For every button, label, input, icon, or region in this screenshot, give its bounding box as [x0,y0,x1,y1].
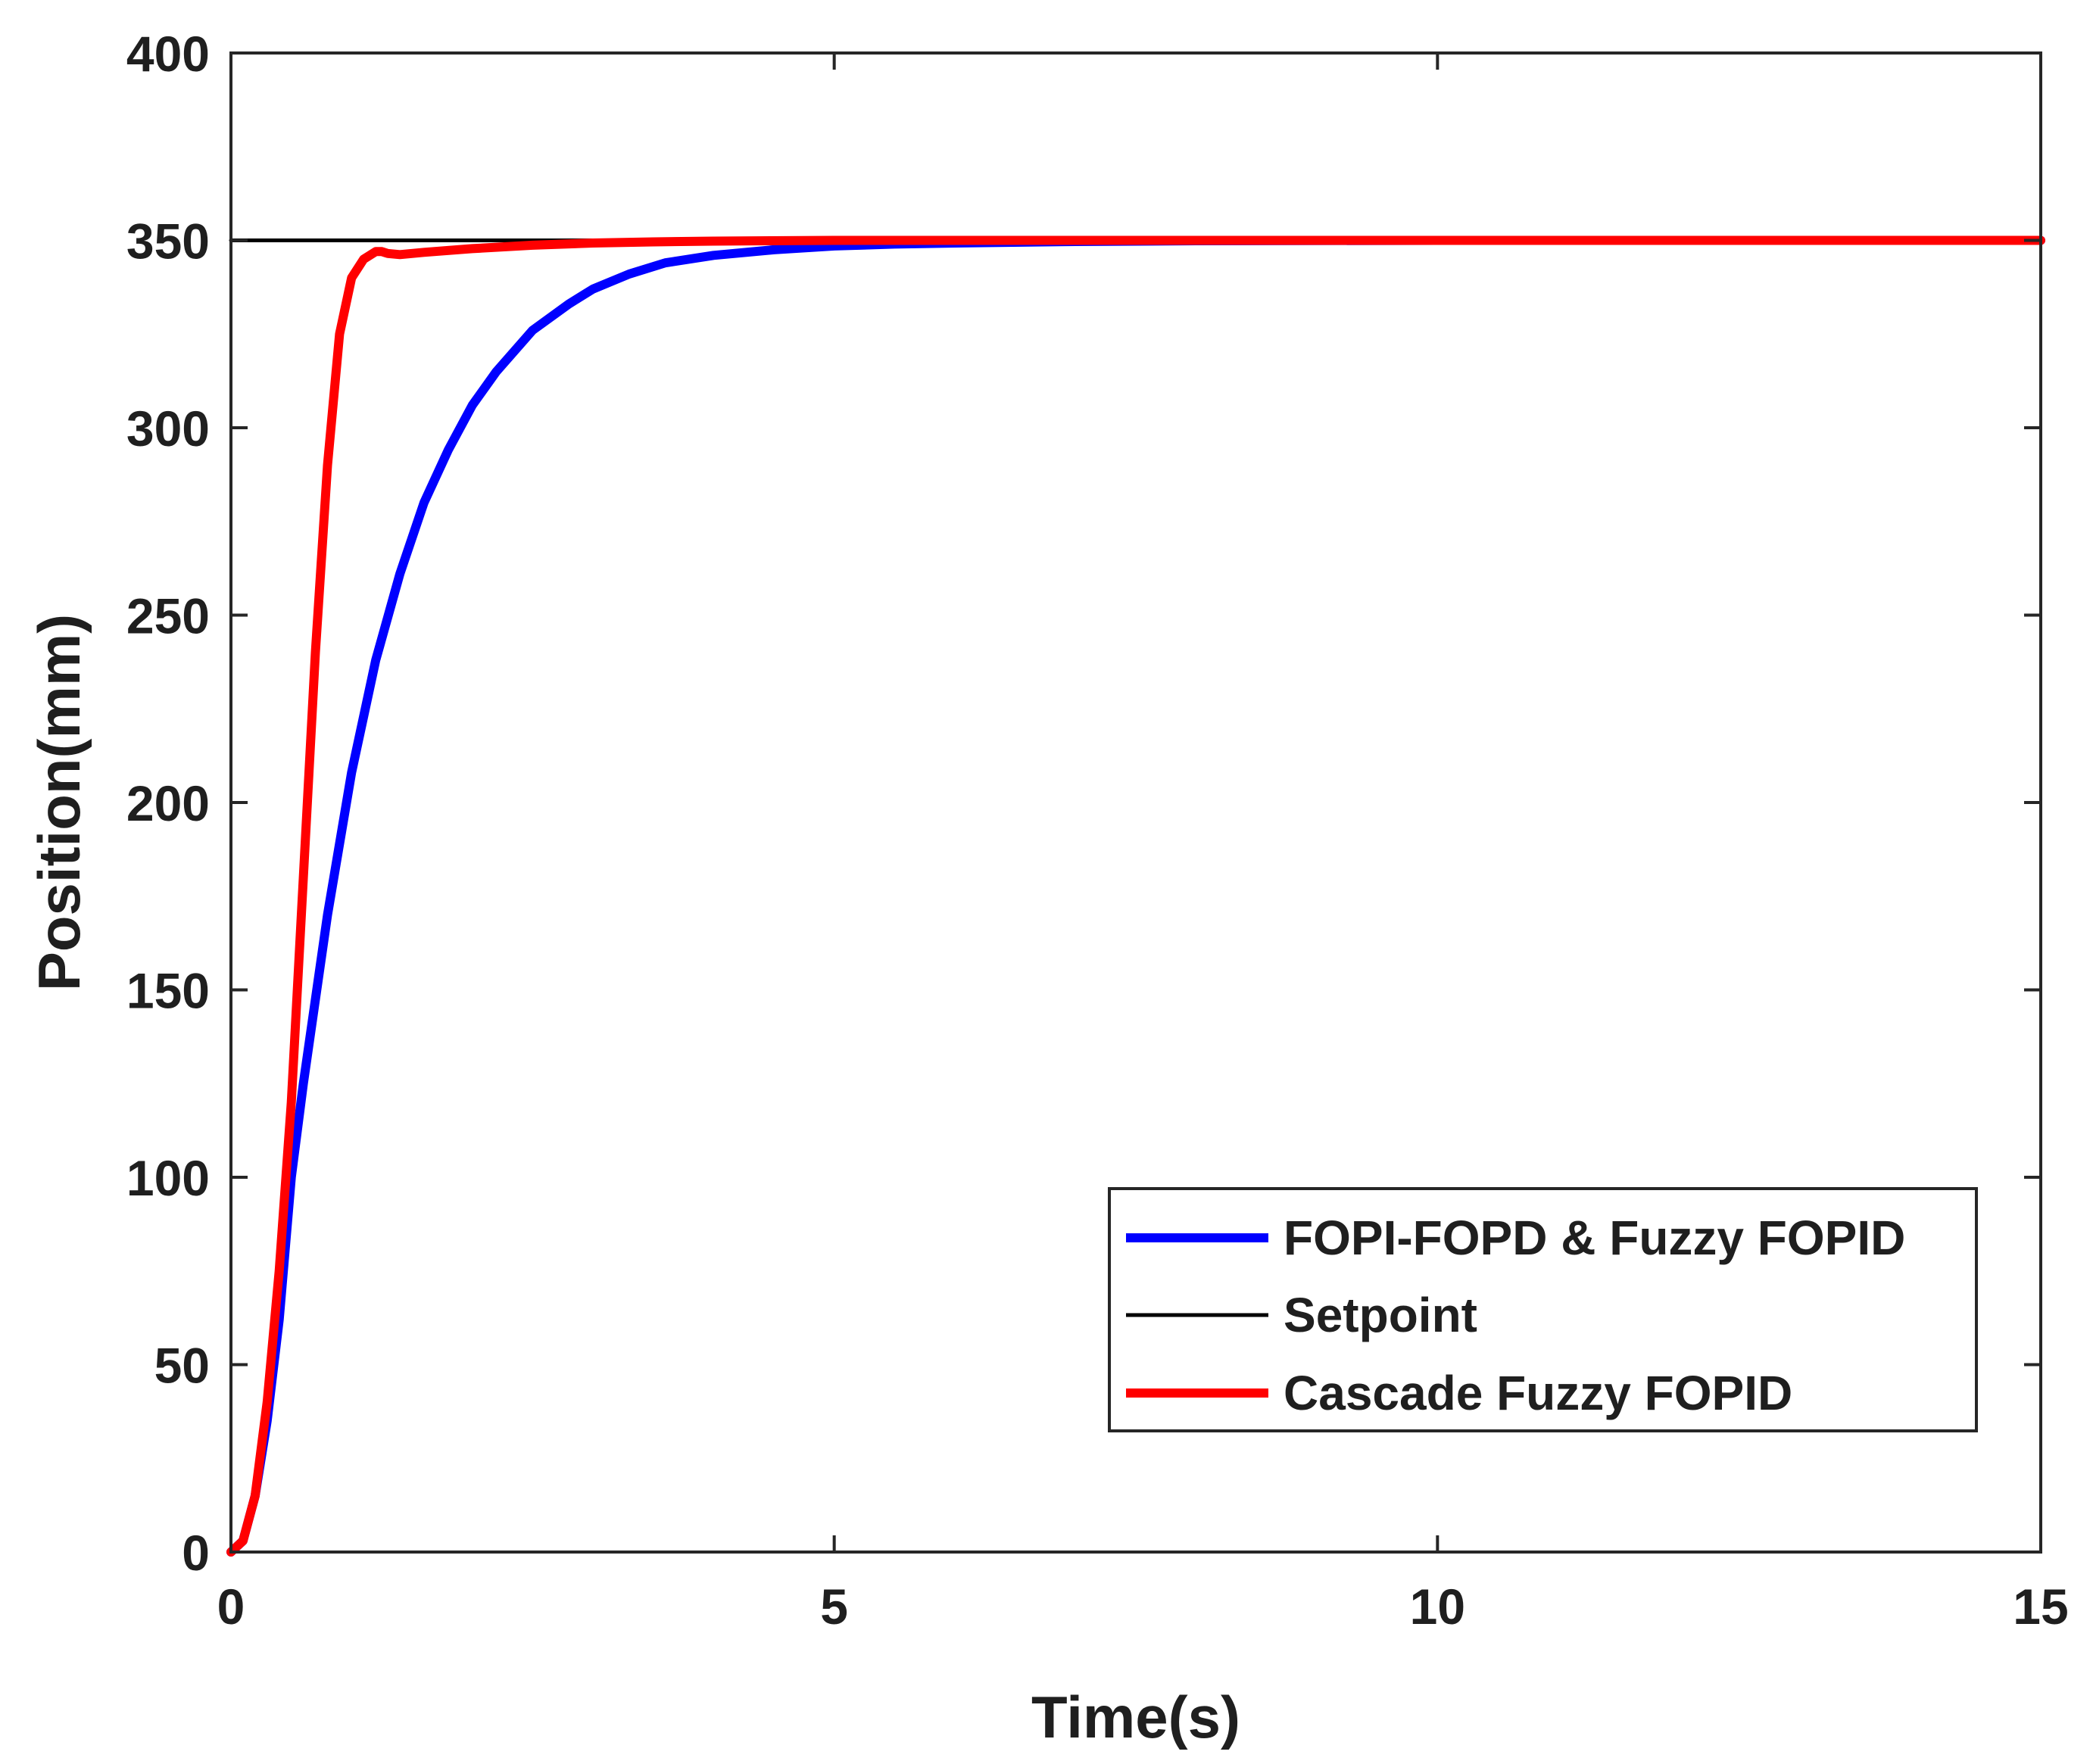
legend-label-cascade: Cascade Fuzzy FOPID [1284,1366,1792,1420]
x-tick-label: 5 [820,1579,848,1635]
y-tick-label: 0 [182,1525,210,1581]
x-axis-title: Time(s) [1031,1684,1240,1750]
y-tick-label: 350 [126,213,210,270]
y-axis-title: Position(mm) [26,614,92,991]
x-tick-label: 10 [1410,1579,1465,1635]
y-tick-label: 100 [126,1150,210,1206]
y-tick-label: 250 [126,588,210,644]
series-layer [226,235,2045,1557]
x-tick-label: 0 [217,1579,245,1635]
x-tick-label: 15 [2013,1579,2068,1635]
series-line-cascade-fuzzy-fopid [226,235,2045,1557]
legend: FOPI-FOPD & Fuzzy FOPID Setpoint Cascade… [1108,1187,1978,1432]
y-tick-label: 400 [126,26,210,82]
legend-label-setpoint: Setpoint [1284,1288,1477,1342]
y-tick-label: 200 [126,775,210,831]
y-tick-label: 300 [126,400,210,457]
legend-label-fopi-fopd: FOPI-FOPD & Fuzzy FOPID [1284,1211,1905,1265]
y-tick-label: 50 [154,1338,210,1394]
y-tick-label: 150 [126,963,210,1019]
axes-frame [229,51,2042,1554]
